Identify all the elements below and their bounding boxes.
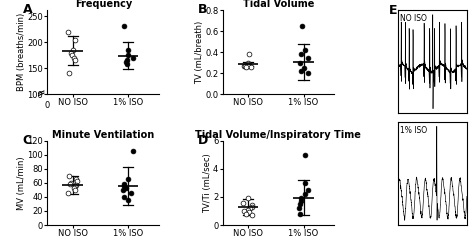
Point bbox=[73, 180, 81, 184]
Point bbox=[124, 198, 131, 202]
Point bbox=[66, 182, 73, 186]
Point bbox=[127, 192, 135, 196]
Point bbox=[67, 181, 74, 185]
Point bbox=[241, 64, 248, 68]
Point bbox=[119, 188, 127, 192]
Point bbox=[70, 56, 77, 60]
Point bbox=[243, 212, 250, 216]
Point bbox=[65, 72, 73, 76]
Point bbox=[129, 148, 137, 152]
Point bbox=[297, 69, 305, 73]
Point bbox=[246, 206, 254, 210]
Point bbox=[297, 196, 304, 200]
Point bbox=[71, 188, 79, 192]
Point bbox=[304, 56, 312, 60]
Point bbox=[301, 48, 309, 52]
Text: 1% ISO: 1% ISO bbox=[401, 126, 428, 135]
Point bbox=[245, 208, 252, 212]
Title: Tidal Volume: Tidal Volume bbox=[243, 0, 314, 9]
Point bbox=[297, 199, 305, 203]
Point bbox=[297, 52, 304, 56]
Point bbox=[124, 58, 131, 62]
Point bbox=[244, 61, 252, 65]
Point bbox=[244, 63, 251, 67]
Point bbox=[295, 206, 302, 210]
Point bbox=[241, 64, 248, 68]
Title: Tidal Volume/Inspiratory Time: Tidal Volume/Inspiratory Time bbox=[195, 130, 361, 140]
Text: A: A bbox=[23, 3, 32, 16]
Point bbox=[71, 58, 79, 62]
Point bbox=[120, 195, 128, 199]
Point bbox=[123, 186, 130, 190]
Point bbox=[124, 53, 131, 57]
Title: Minute Ventilation: Minute Ventilation bbox=[52, 130, 155, 140]
Title: Frequency: Frequency bbox=[74, 0, 132, 9]
Text: D: D bbox=[198, 134, 208, 147]
Point bbox=[301, 153, 309, 157]
Point bbox=[71, 38, 78, 42]
Point bbox=[67, 51, 75, 55]
Text: C: C bbox=[23, 134, 32, 147]
Point bbox=[124, 62, 131, 66]
Point bbox=[69, 48, 77, 52]
Point bbox=[120, 24, 128, 28]
Point bbox=[71, 184, 79, 188]
Point bbox=[129, 56, 137, 60]
Point bbox=[301, 181, 309, 185]
Point bbox=[249, 205, 256, 209]
Point bbox=[245, 210, 253, 214]
Point bbox=[304, 188, 312, 192]
Point bbox=[122, 60, 129, 64]
Point bbox=[72, 183, 80, 187]
Point bbox=[68, 53, 75, 57]
Point bbox=[296, 61, 303, 65]
Point bbox=[304, 71, 311, 75]
Y-axis label: TV/Ti (mL/sec): TV/Ti (mL/sec) bbox=[202, 153, 211, 213]
Point bbox=[121, 184, 128, 188]
Point bbox=[244, 62, 252, 66]
Point bbox=[124, 177, 132, 181]
Text: 0: 0 bbox=[45, 102, 50, 110]
Y-axis label: TV (mL/breath): TV (mL/breath) bbox=[195, 20, 204, 84]
Point bbox=[64, 30, 72, 34]
Point bbox=[246, 52, 253, 56]
Point bbox=[301, 192, 309, 196]
Point bbox=[64, 192, 72, 196]
Point bbox=[240, 209, 248, 213]
Y-axis label: BPM (breaths/min): BPM (breaths/min) bbox=[17, 13, 26, 91]
Text: NO ISO: NO ISO bbox=[401, 14, 427, 23]
Point bbox=[245, 63, 253, 67]
Point bbox=[245, 196, 252, 200]
Point bbox=[245, 64, 252, 68]
Point bbox=[301, 66, 308, 70]
Point bbox=[72, 177, 80, 181]
Point bbox=[248, 203, 256, 207]
Point bbox=[120, 182, 128, 186]
Point bbox=[299, 24, 306, 28]
Point bbox=[239, 200, 246, 204]
Point bbox=[242, 65, 249, 69]
Point bbox=[297, 202, 304, 206]
Text: E: E bbox=[389, 4, 398, 17]
Point bbox=[296, 212, 304, 216]
Point bbox=[65, 174, 73, 178]
Point bbox=[71, 186, 78, 190]
Point bbox=[247, 65, 255, 69]
Text: B: B bbox=[198, 3, 208, 16]
Point bbox=[125, 48, 132, 52]
Y-axis label: MV (mL/min): MV (mL/min) bbox=[17, 156, 26, 210]
Point bbox=[249, 213, 256, 217]
